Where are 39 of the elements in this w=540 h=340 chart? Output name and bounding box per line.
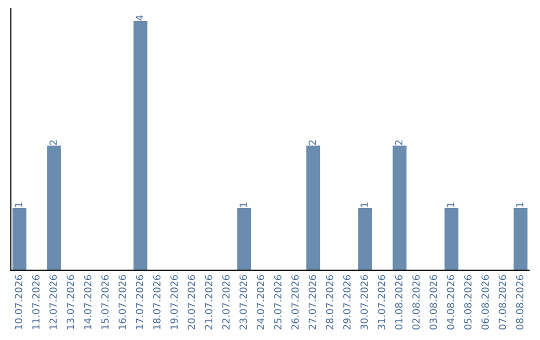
- x-tick-label: 03.08.2026: [430, 275, 437, 330]
- x-tick-label: 28.07.2026: [326, 275, 334, 330]
- data-label: 1: [360, 202, 368, 207]
- x-tick-label: 06.08.2026: [481, 275, 489, 330]
- x-tick-label: 31.07.2026: [378, 275, 386, 330]
- x-tick-label: 23.07.2026: [240, 275, 247, 330]
- data-label: 1: [15, 202, 22, 207]
- x-tick-label: 01.08.2026: [395, 275, 402, 330]
- x-tick-label: 30.07.2026: [360, 275, 368, 330]
- x-tick-label: 29.07.2026: [343, 275, 351, 330]
- x-tick-label: 20.07.2026: [188, 275, 196, 330]
- data-label: 2: [395, 140, 402, 145]
- x-tick-label: 14.07.2026: [84, 275, 92, 330]
- x-tick-label: 19.07.2026: [170, 275, 178, 330]
- data-label: 1: [240, 202, 247, 207]
- x-tick-label: 08.08.2026: [516, 275, 524, 330]
- x-tick-label: 26.07.2026: [291, 275, 299, 330]
- x-tick-label: 13.07.2026: [66, 275, 74, 330]
- x-tick-label: 07.08.2026: [498, 275, 506, 330]
- x-tick-label: 05.08.2026: [464, 275, 472, 330]
- data-label: 2: [308, 140, 316, 145]
- x-tick-label: 02.08.2026: [412, 275, 420, 330]
- x-tick-label: 11.07.2026: [32, 275, 40, 330]
- x-tick-label: 12.07.2026: [49, 275, 57, 330]
- x-tick-label: 10.07.2026: [14, 275, 22, 330]
- data-label: 1: [447, 202, 454, 207]
- data-label: 4: [136, 15, 144, 20]
- data-label: 1: [516, 202, 524, 207]
- x-tick-label: 16.07.2026: [118, 275, 126, 330]
- x-tick-label: 15.07.2026: [101, 275, 109, 330]
- x-tick-label: 25.07.2026: [274, 275, 282, 330]
- x-tick-label: 18.07.2026: [153, 275, 160, 330]
- x-tick-label: 04.08.2026: [446, 275, 454, 330]
- x-tick-label: 17.07.2026: [136, 275, 144, 330]
- x-tick-label: 24.07.2026: [256, 275, 264, 330]
- x-tick-label: 21.07.2026: [204, 275, 212, 330]
- x-tick-label: 27.07.2026: [308, 275, 316, 330]
- x-tick-label: 22.07.2026: [222, 275, 230, 330]
- data-label: 2: [49, 140, 57, 145]
